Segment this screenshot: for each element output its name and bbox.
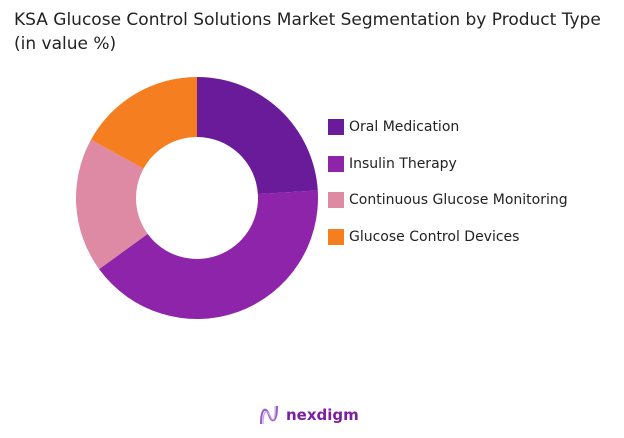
legend: Oral Medication Insulin Therapy Continuo… <box>328 118 568 264</box>
legend-swatch <box>328 119 344 135</box>
legend-label: Continuous Glucose Monitoring <box>349 192 568 208</box>
chart-title: KSA Glucose Control Solutions Market Seg… <box>14 10 601 54</box>
slice-continuous-glucose-monitoring <box>76 139 148 270</box>
slice-insulin-therapy <box>99 190 318 319</box>
legend-swatch <box>328 192 344 208</box>
logo-text: nexdigm <box>286 406 359 424</box>
legend-item: Glucose Control Devices <box>328 228 568 246</box>
legend-label: Oral Medication <box>349 119 460 135</box>
nexdigm-logo: nexdigm <box>258 404 359 426</box>
legend-label: Glucose Control Devices <box>349 228 520 245</box>
legend-label: Insulin Therapy <box>349 155 457 172</box>
legend-item: Continuous Glucose Monitoring <box>328 191 568 209</box>
legend-swatch <box>328 155 344 172</box>
legend-item: Insulin Therapy <box>328 155 568 173</box>
slice-oral-medication <box>197 77 318 195</box>
slice-glucose-control-devices <box>90 77 197 169</box>
logo-wave-icon <box>260 405 278 425</box>
legend-swatch <box>328 228 344 245</box>
legend-item: Oral Medication <box>328 118 568 136</box>
